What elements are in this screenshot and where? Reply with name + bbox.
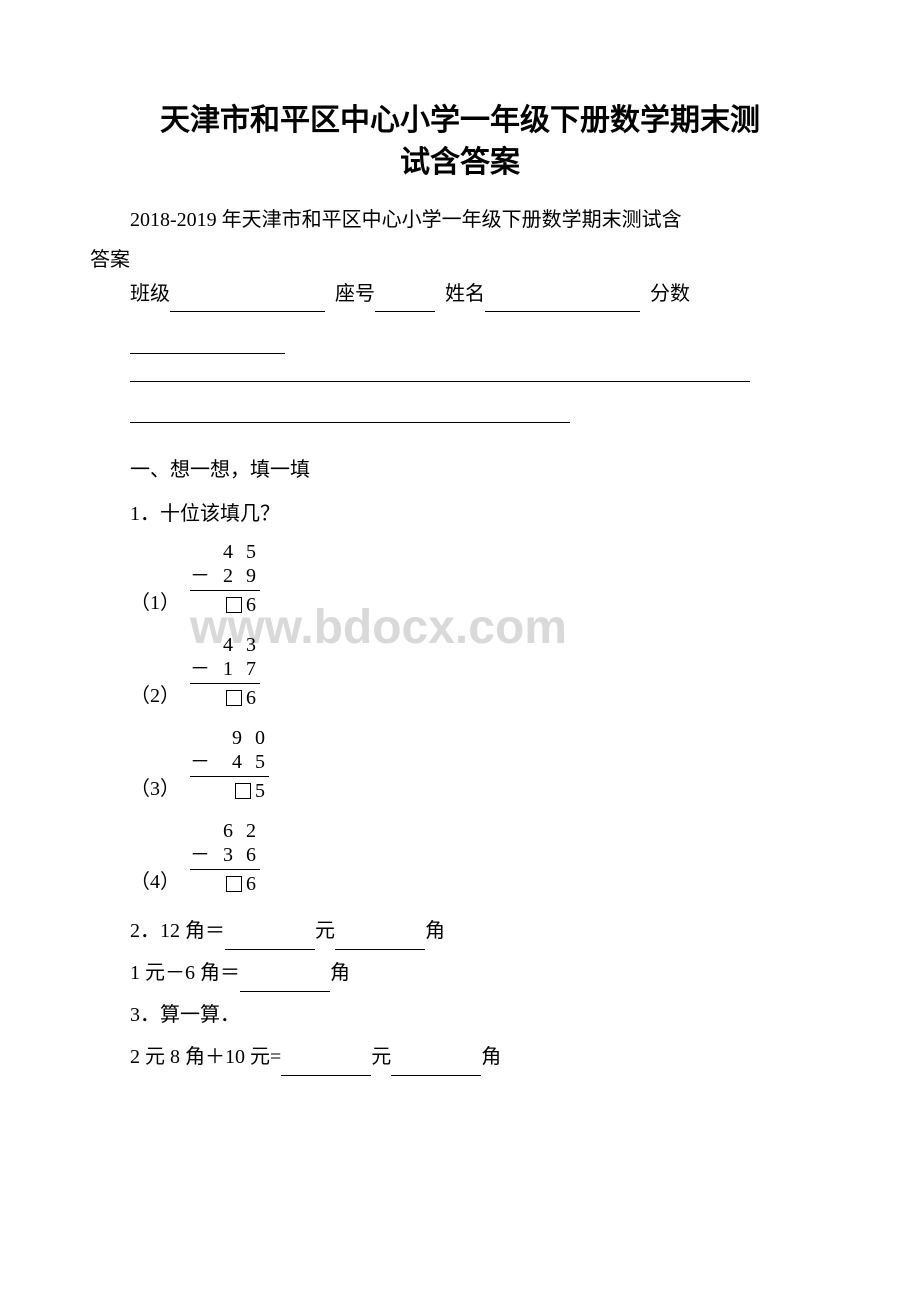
q2-l2-a: 1 元－6 角＝ xyxy=(130,962,240,984)
calc-1-result: 6 xyxy=(190,593,260,617)
calc-3-minus: － 4 5 xyxy=(190,750,269,774)
calc-1-minus: － 2 9 xyxy=(190,564,260,588)
q2-l1-a: 2．12 角＝ xyxy=(130,920,225,942)
calc-2-top: 4 3 xyxy=(190,633,260,657)
math-item-1: （1） 4 5 － 2 9 6 xyxy=(90,540,830,617)
math-item-3: （3） 9 0 － 4 5 5 xyxy=(90,726,830,803)
score-label: 分数 xyxy=(650,283,690,305)
q2-blank-1 xyxy=(225,928,315,950)
calc-3-divider xyxy=(190,776,269,777)
name-blank xyxy=(485,290,640,312)
q3-a: 2 元 8 角＋10 元= xyxy=(130,1046,281,1068)
calc-1-box xyxy=(226,597,242,613)
calc-3-digit: 5 xyxy=(255,779,269,803)
calc-2-box xyxy=(226,690,242,706)
score-blank xyxy=(130,332,285,354)
calc-3-top: 9 0 xyxy=(190,726,269,750)
title-line-1: 天津市和平区中心小学一年级下册数学期末测 xyxy=(160,104,760,137)
calc-3-result: 5 xyxy=(190,779,269,803)
math-item-2: （2） 4 3 － 1 7 6 xyxy=(90,633,830,710)
q3-c: 角 xyxy=(481,1046,501,1068)
seat-blank xyxy=(375,290,435,312)
calc-4-divider xyxy=(190,869,260,870)
calc-4: 6 2 － 3 6 6 xyxy=(190,819,260,896)
question-1-label: 1．十位该填几？ xyxy=(90,496,830,532)
question-3-line: 2 元 8 角＋10 元= 元 角 xyxy=(90,1038,830,1076)
item-4-num: （4） xyxy=(130,865,180,896)
page-title: 天津市和平区中心小学一年级下册数学期末测 试含答案 xyxy=(90,100,830,184)
score-blank-line xyxy=(90,316,830,354)
calc-2-minus: － 1 7 xyxy=(190,657,260,681)
q3-b: 元 xyxy=(371,1046,391,1068)
class-blank xyxy=(170,290,325,312)
calc-4-box xyxy=(226,876,242,892)
q3-blank-1 xyxy=(281,1054,371,1076)
subtitle-line-1: 2018-2019 年天津市和平区中心小学一年级下册数学期末测试含 xyxy=(90,204,830,236)
calc-2-divider xyxy=(190,683,260,684)
calc-4-minus: － 3 6 xyxy=(190,843,260,867)
divider-line-2 xyxy=(90,398,830,436)
q2-l1-c: 角 xyxy=(425,920,445,942)
title-line-2: 试含答案 xyxy=(400,146,520,179)
math-item-4: （4） 6 2 － 3 6 6 xyxy=(90,819,830,896)
q2-l1-b: 元 xyxy=(315,920,335,942)
q2-l2-b: 角 xyxy=(330,962,350,984)
calc-1: 4 5 － 2 9 6 xyxy=(190,540,260,617)
calc-1-top: 4 5 xyxy=(190,540,260,564)
question-2-line-1: 2．12 角＝ 元 角 xyxy=(90,912,830,950)
calc-2: 4 3 － 1 7 6 xyxy=(190,633,260,710)
seat-label: 座号 xyxy=(335,283,375,305)
divider-line-1 xyxy=(90,358,830,394)
calc-4-digit: 6 xyxy=(246,872,260,896)
item-3-num: （3） xyxy=(130,772,180,803)
calc-2-digit: 6 xyxy=(246,686,260,710)
q2-blank-2 xyxy=(335,928,425,950)
name-label: 姓名 xyxy=(445,283,485,305)
item-1-num: （1） xyxy=(130,586,180,617)
calc-2-result: 6 xyxy=(190,686,260,710)
section-1-heading: 一、想一想，填一填 xyxy=(90,452,830,488)
divider-underline-1 xyxy=(130,360,750,382)
subtitle-line-2: 答案 xyxy=(90,244,830,276)
calc-4-result: 6 xyxy=(190,872,260,896)
item-2-num: （2） xyxy=(130,679,180,710)
question-3-label: 3．算一算． xyxy=(90,996,830,1034)
calc-3: 9 0 － 4 5 5 xyxy=(190,726,269,803)
calc-3-box xyxy=(235,783,251,799)
q3-blank-2 xyxy=(391,1054,481,1076)
calc-1-digit: 6 xyxy=(246,593,260,617)
q2-blank-3 xyxy=(240,970,330,992)
divider-underline-2 xyxy=(130,401,570,423)
form-fields-line: 班级 座号 姓名 分数 xyxy=(90,276,830,312)
calc-4-top: 6 2 xyxy=(190,819,260,843)
class-label: 班级 xyxy=(130,283,170,305)
calc-1-divider xyxy=(190,590,260,591)
question-2-line-2: 1 元－6 角＝ 角 xyxy=(90,954,830,992)
page-content: 天津市和平区中心小学一年级下册数学期末测 试含答案 2018-2019 年天津市… xyxy=(90,100,830,1076)
